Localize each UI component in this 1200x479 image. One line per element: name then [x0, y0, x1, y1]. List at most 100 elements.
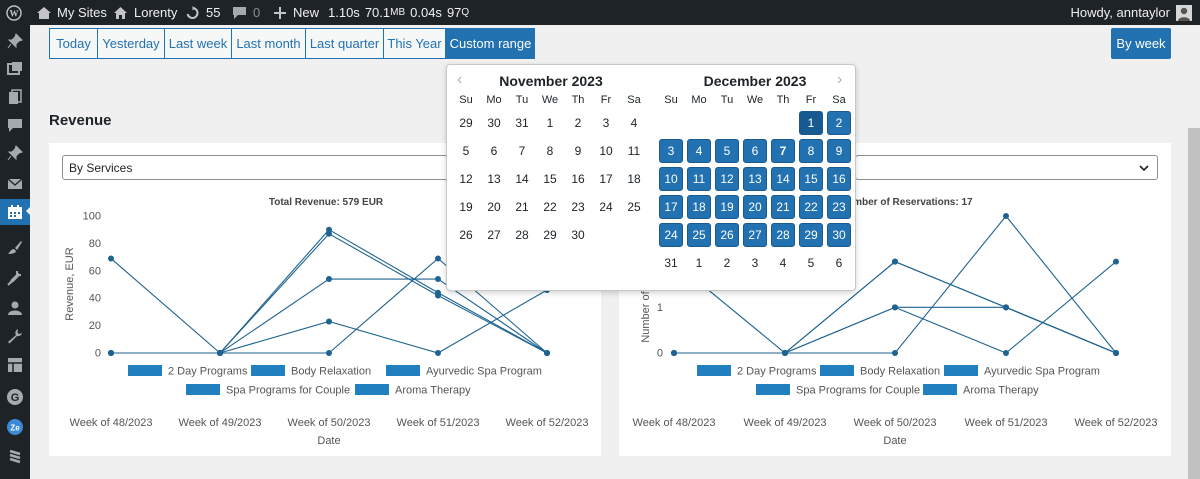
menu-g-plugin-icon[interactable]: G	[0, 384, 30, 410]
left-day-cell[interactable]: 6	[490, 144, 498, 158]
right-day-cell[interactable]: 24	[659, 223, 683, 247]
page-scrollbar[interactable]	[1188, 128, 1200, 479]
left-day-cell[interactable]: 21	[515, 200, 529, 214]
right-day-cell[interactable]: 26	[715, 223, 739, 247]
new-content-menu[interactable]: New	[274, 0, 319, 25]
left-day-cell[interactable]: 12	[459, 172, 473, 186]
right-day-cell[interactable]: 18	[687, 195, 711, 219]
right-day-cell[interactable]: 3	[659, 139, 683, 163]
left-day-cell[interactable]: 30	[487, 116, 501, 130]
left-day-cell[interactable]: 17	[599, 172, 613, 186]
left-day-cell[interactable]: 22	[543, 200, 557, 214]
right-day-cell[interactable]: 31	[664, 256, 678, 270]
right-day-cell[interactable]: 25	[687, 223, 711, 247]
right-day-cell[interactable]: 5	[807, 256, 815, 270]
range-today-button[interactable]: Today	[49, 28, 98, 59]
left-day-cell[interactable]: 1	[546, 116, 554, 130]
menu-posts-pin-icon[interactable]	[0, 28, 30, 54]
right-day-cell[interactable]: 8	[799, 139, 823, 163]
left-day-cell[interactable]: 13	[487, 172, 501, 186]
right-day-cell[interactable]: 1	[799, 111, 823, 135]
menu-mail-icon[interactable]	[0, 171, 30, 197]
left-day-cell[interactable]: 5	[462, 144, 470, 158]
menu-users-icon[interactable]	[0, 295, 30, 321]
right-day-cell[interactable]: 11	[687, 167, 711, 191]
menu-media-icon[interactable]	[0, 56, 30, 82]
left-day-cell[interactable]: 8	[546, 144, 554, 158]
menu-appearance-brush-icon[interactable]	[0, 235, 30, 261]
menu-stack-plugin-icon[interactable]	[0, 443, 30, 469]
menu-pages-icon[interactable]	[0, 84, 30, 110]
left-day-cell[interactable]: 11	[627, 144, 641, 158]
right-day-cell[interactable]: 27	[743, 223, 767, 247]
right-day-cell[interactable]: 4	[687, 139, 711, 163]
right-day-cell[interactable]: 2	[723, 256, 731, 270]
menu-ze-plugin-icon[interactable]: Ze	[0, 414, 30, 440]
left-day-cell[interactable]: 15	[543, 172, 557, 186]
comments-menu[interactable]: 0	[232, 0, 260, 25]
query-monitor-menu[interactable]: 1.10s 70.1 MB 0.04s 97 Q	[328, 0, 469, 25]
left-day-cell[interactable]: 10	[599, 144, 613, 158]
right-day-cell[interactable]: 30	[827, 223, 851, 247]
right-day-cell[interactable]: 6	[743, 139, 767, 163]
right-day-cell[interactable]: 19	[715, 195, 739, 219]
left-day-cell[interactable]: 9	[574, 144, 582, 158]
updates-menu[interactable]: 55	[185, 0, 220, 25]
right-day-cell[interactable]: 21	[771, 195, 795, 219]
menu-tools-wrench-icon[interactable]	[0, 323, 30, 349]
right-day-cell[interactable]: 7	[771, 139, 795, 163]
right-day-cell[interactable]: 28	[771, 223, 795, 247]
left-day-cell[interactable]: 18	[627, 172, 641, 186]
left-day-cell[interactable]: 19	[459, 200, 473, 214]
reservations-select[interactable]	[855, 155, 1158, 180]
right-day-cell[interactable]: 14	[771, 167, 795, 191]
menu-settings-grid-icon[interactable]	[0, 352, 30, 378]
left-day-cell[interactable]: 29	[543, 228, 557, 242]
services-select[interactable]: By Services	[62, 155, 462, 180]
left-day-cell[interactable]: 31	[515, 116, 529, 130]
range-custom-button[interactable]: Custom range	[446, 28, 535, 59]
left-day-cell[interactable]: 2	[574, 116, 582, 130]
prev-month-arrow-icon[interactable]: ‹	[457, 71, 463, 88]
range-last-month-button[interactable]: Last month	[231, 28, 306, 59]
menu-comments-icon[interactable]	[0, 112, 30, 138]
left-day-cell[interactable]: 23	[571, 200, 585, 214]
menu-pin-icon[interactable]	[0, 140, 30, 166]
menu-plugins-icon[interactable]	[0, 265, 30, 291]
left-day-cell[interactable]: 29	[459, 116, 473, 130]
left-day-cell[interactable]: 3	[602, 116, 610, 130]
left-day-cell[interactable]: 4	[630, 116, 638, 130]
range-yesterday-button[interactable]: Yesterday	[97, 28, 165, 59]
range-last-week-button[interactable]: Last week	[164, 28, 232, 59]
range-last-quarter-button[interactable]: Last quarter	[305, 28, 384, 59]
right-day-cell[interactable]: 9	[827, 139, 851, 163]
by-week-button[interactable]: By week	[1111, 28, 1171, 59]
left-day-cell[interactable]: 16	[571, 172, 585, 186]
left-day-cell[interactable]: 30	[571, 228, 585, 242]
left-day-cell[interactable]: 24	[599, 200, 613, 214]
left-day-cell[interactable]: 28	[515, 228, 529, 242]
right-day-cell[interactable]: 16	[827, 167, 851, 191]
right-day-cell[interactable]: 20	[743, 195, 767, 219]
left-day-cell[interactable]: 7	[518, 144, 526, 158]
my-sites-menu[interactable]: My Sites	[36, 0, 107, 25]
right-day-cell[interactable]: 17	[659, 195, 683, 219]
site-name-menu[interactable]: Lorenty	[113, 0, 177, 25]
range-this-year-button[interactable]: This Year	[383, 28, 446, 59]
left-day-cell[interactable]: 14	[515, 172, 529, 186]
left-day-cell[interactable]: 20	[487, 200, 501, 214]
right-day-cell[interactable]: 22	[799, 195, 823, 219]
left-day-cell[interactable]: 26	[459, 228, 473, 242]
account-menu[interactable]: Howdy, anntaylor	[1071, 0, 1192, 25]
right-day-cell[interactable]: 1	[695, 256, 703, 270]
right-day-cell[interactable]: 2	[827, 111, 851, 135]
next-month-arrow-icon[interactable]: ›	[837, 71, 843, 88]
menu-calendar-icon[interactable]	[0, 199, 31, 225]
right-day-cell[interactable]: 3	[751, 256, 759, 270]
right-day-cell[interactable]: 12	[715, 167, 739, 191]
right-day-cell[interactable]: 13	[743, 167, 767, 191]
left-day-cell[interactable]: 27	[487, 228, 501, 242]
right-day-cell[interactable]: 23	[827, 195, 851, 219]
right-day-cell[interactable]: 15	[799, 167, 823, 191]
right-day-cell[interactable]: 29	[799, 223, 823, 247]
